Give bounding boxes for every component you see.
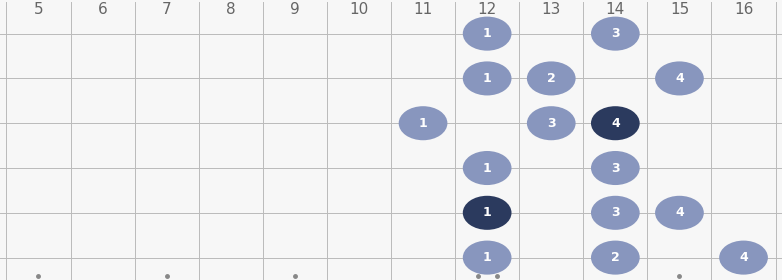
Text: 13: 13 [542,1,561,17]
Text: 3: 3 [547,117,555,130]
Ellipse shape [591,241,640,275]
Text: 4: 4 [675,72,683,85]
Ellipse shape [591,196,640,230]
Text: 3: 3 [611,162,619,174]
Text: 3: 3 [611,206,619,219]
Ellipse shape [591,17,640,51]
Text: 4: 4 [675,206,683,219]
Ellipse shape [463,241,511,275]
Text: 5: 5 [34,1,43,17]
Ellipse shape [527,106,576,140]
Ellipse shape [463,17,511,51]
Text: 16: 16 [734,1,753,17]
Ellipse shape [655,196,704,230]
Text: 8: 8 [226,1,235,17]
Text: 1: 1 [418,117,428,130]
Text: 1: 1 [482,72,492,85]
Text: 1: 1 [482,27,492,40]
Text: 2: 2 [611,251,619,264]
Text: 6: 6 [98,1,107,17]
Text: 1: 1 [482,206,492,219]
Text: 1: 1 [482,162,492,174]
Text: 11: 11 [414,1,432,17]
Text: 12: 12 [478,1,497,17]
Text: 2: 2 [547,72,556,85]
Text: 14: 14 [606,1,625,17]
Ellipse shape [591,106,640,140]
Ellipse shape [591,151,640,185]
Text: 1: 1 [482,251,492,264]
Ellipse shape [463,61,511,95]
Ellipse shape [399,106,447,140]
Ellipse shape [463,196,511,230]
Text: 10: 10 [350,1,368,17]
Text: 15: 15 [670,1,689,17]
Text: 4: 4 [611,117,619,130]
Text: 3: 3 [611,27,619,40]
Ellipse shape [463,151,511,185]
Text: 7: 7 [162,1,171,17]
Ellipse shape [527,61,576,95]
Ellipse shape [719,241,768,275]
Ellipse shape [655,61,704,95]
Text: 9: 9 [290,1,300,17]
Text: 4: 4 [739,251,748,264]
